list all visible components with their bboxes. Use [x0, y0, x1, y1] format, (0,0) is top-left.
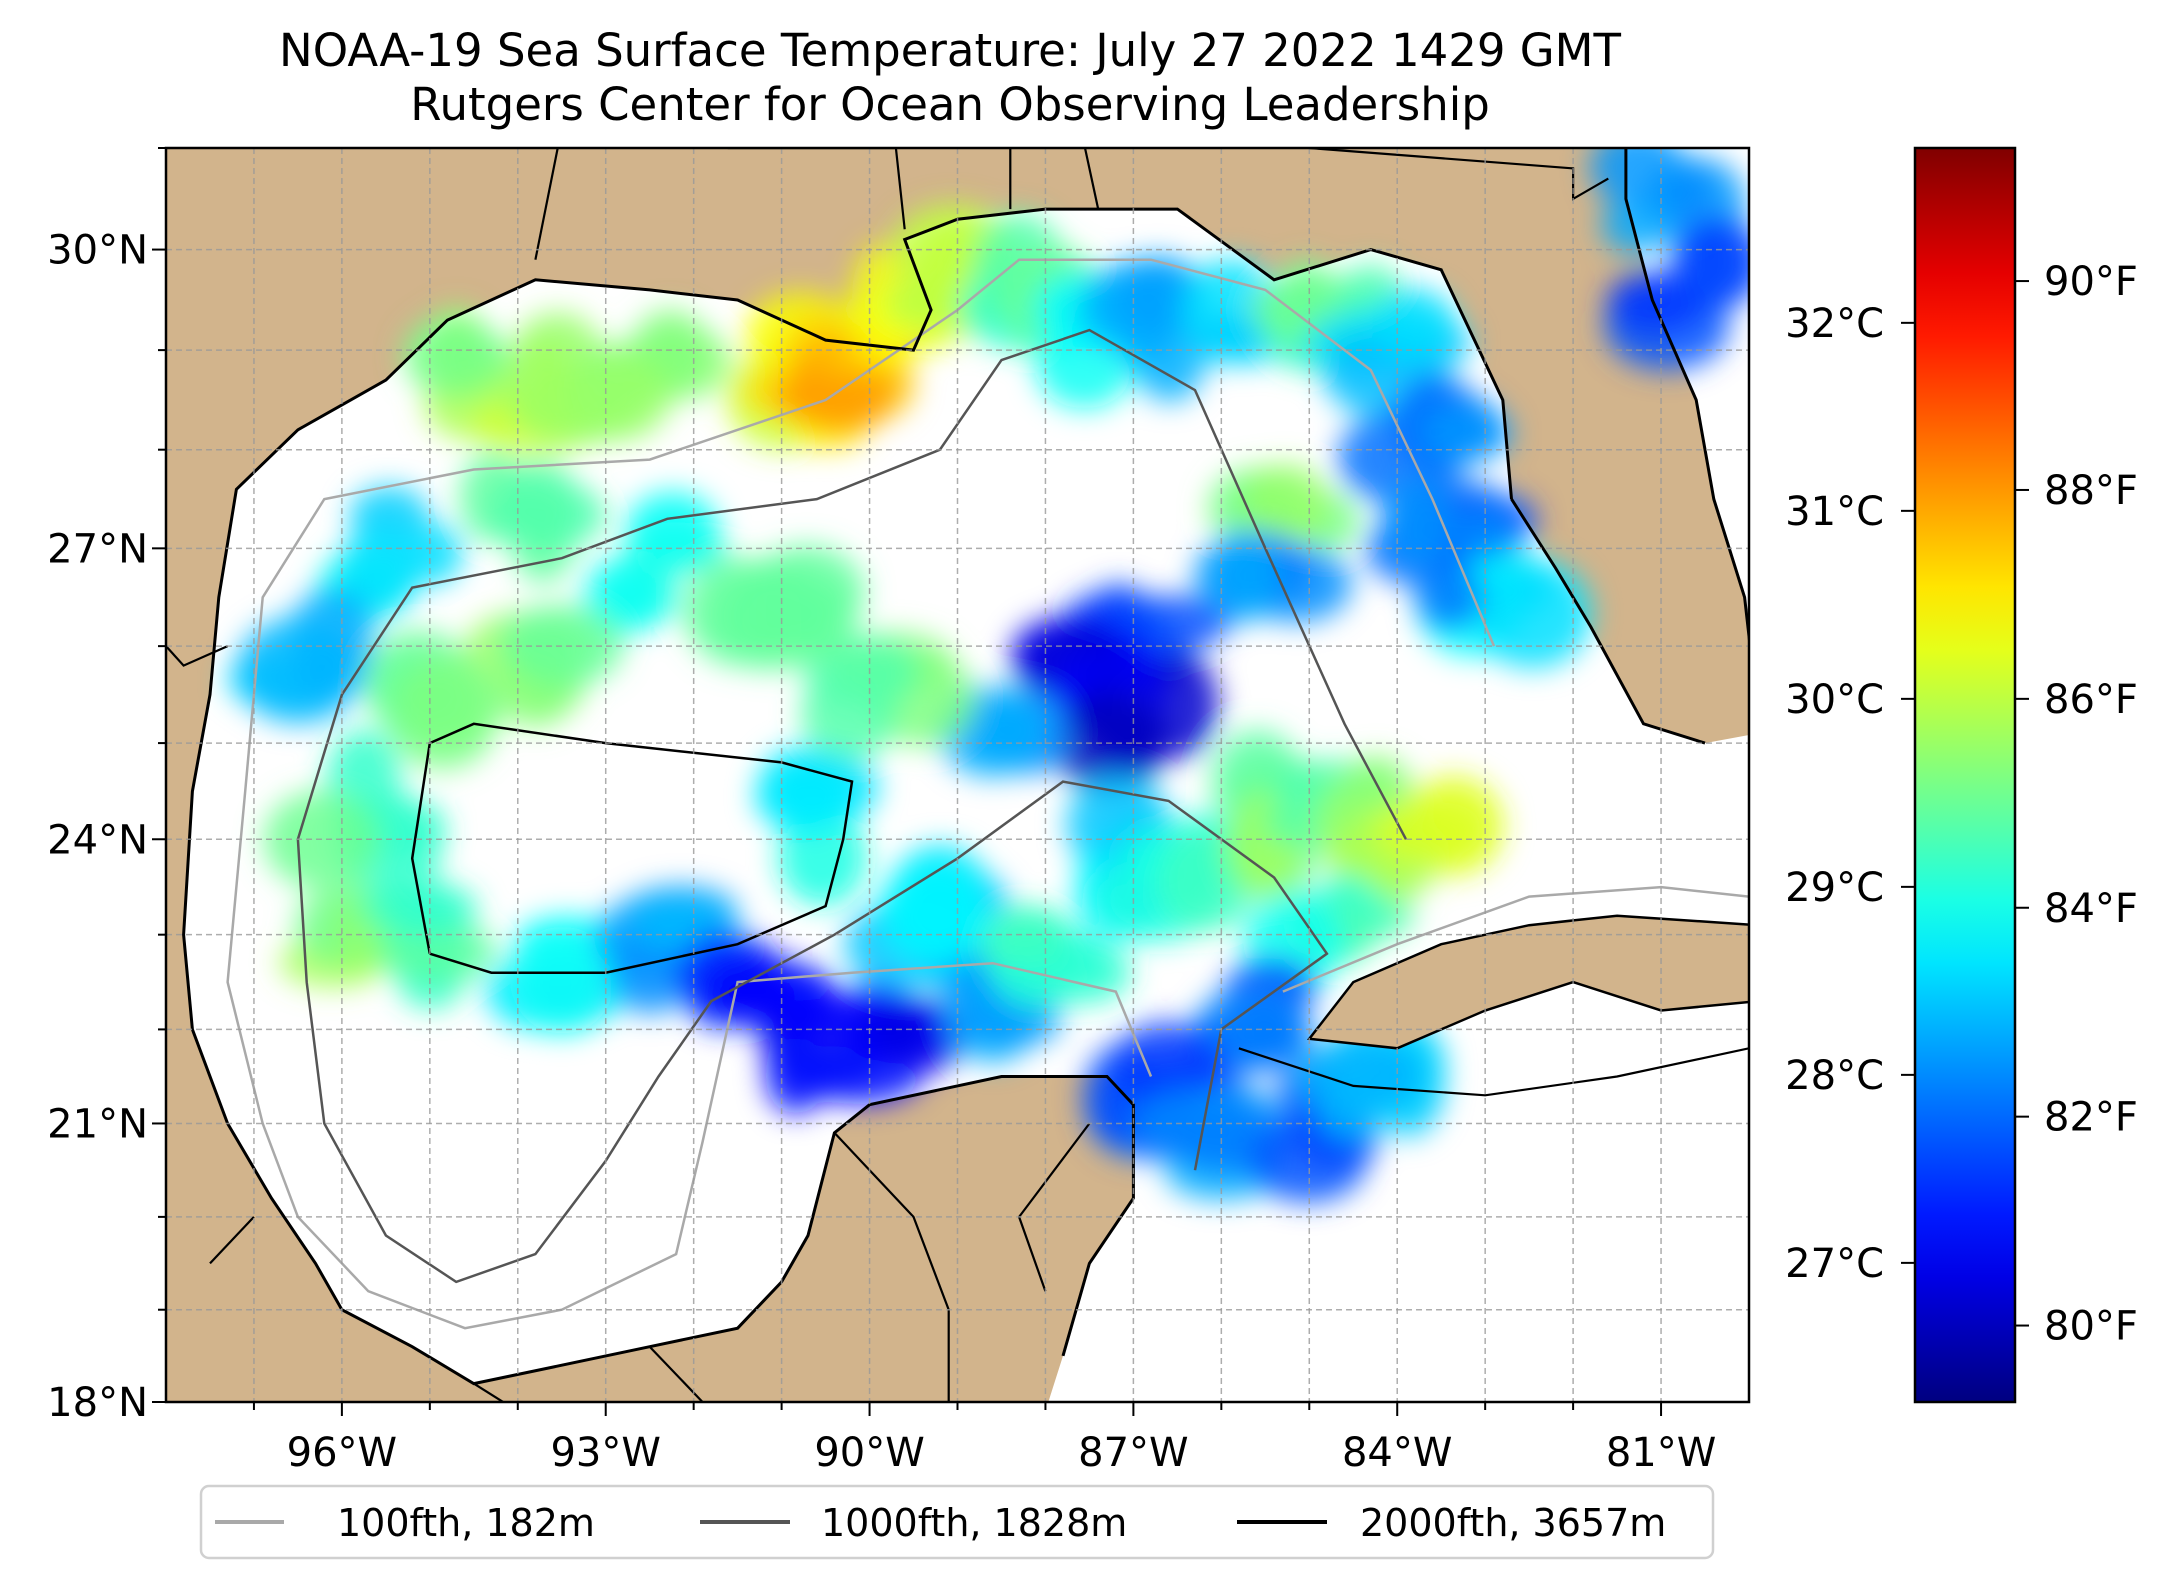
cuba-land — [1306, 914, 1749, 1050]
gridlines — [166, 148, 1749, 1402]
y-tick-label: 18°N — [47, 1380, 148, 1426]
sst-patch — [1374, 798, 1487, 865]
title-line-1: NOAA-19 Sea Surface Temperature: July 27… — [279, 24, 1621, 77]
sst-patch — [499, 459, 579, 544]
sst-patch — [375, 919, 497, 983]
contour-100fth — [1282, 885, 1749, 993]
y-tick-label: 30°N — [47, 228, 148, 274]
border-line — [833, 1132, 950, 1402]
legend-label-2000fth: 2000fth, 3657m — [1360, 1501, 1666, 1545]
sst-patch — [1190, 311, 1278, 364]
y-tick-label: 27°N — [47, 526, 148, 572]
sst-patch — [1590, 148, 1686, 208]
contour-2000fth — [1238, 1047, 1749, 1097]
legend-label-100fth: 100fth, 182m — [337, 1501, 595, 1545]
x-tick-label: 90°W — [814, 1430, 924, 1476]
colorbar-f-label: 84°F — [2044, 886, 2138, 932]
sst-patch — [1206, 528, 1281, 623]
coastline-atlantic — [1624, 148, 1749, 650]
sst-patch — [391, 656, 503, 749]
colorbar-f-label: 88°F — [2044, 468, 2138, 514]
border-line — [209, 1216, 255, 1265]
colorbar-c-label: 29°C — [1785, 865, 1884, 911]
sst-patch — [510, 926, 615, 1035]
y-tick-label: 24°N — [47, 817, 148, 863]
colorbar: 27°C 28°C 29°C 30°C 31°C 32°C 80°F 82°F 84°F 86°F… — [1785, 146, 2138, 1404]
sst-patch — [1381, 477, 1452, 569]
sst-data-layer — [227, 148, 1749, 1204]
sst-patch — [878, 857, 991, 966]
map-area[interactable] — [166, 126, 1765, 1411]
sst-patch — [403, 316, 503, 396]
axis-ticks: 96°W 93°W 90°W 87°W 84°W 81°W 18°N 21°N 24°N 27°N… — [47, 147, 1716, 1476]
colorbar-c-label: 28°C — [1785, 1053, 1884, 1099]
sst-patch — [1420, 406, 1512, 462]
sst-patch — [1671, 215, 1749, 309]
sst-patch — [236, 616, 362, 724]
sst-patch — [764, 1036, 827, 1115]
sst-patch — [863, 998, 926, 1062]
border-line — [648, 1345, 705, 1402]
x-tick-label: 84°W — [1342, 1430, 1452, 1476]
sst-patch — [1194, 985, 1312, 1070]
border-line — [1083, 148, 1100, 210]
sst-patch — [1601, 196, 1671, 254]
colorbar-f-label: 80°F — [2044, 1304, 2138, 1350]
title-line-2: Rutgers Center for Ocean Observing Leade… — [410, 78, 1490, 131]
sst-patch — [1472, 558, 1592, 669]
sst-patch — [1110, 1021, 1225, 1112]
x-tick-label: 93°W — [550, 1430, 660, 1476]
colorbar-c-label: 31°C — [1785, 489, 1884, 535]
sst-patch — [1116, 594, 1231, 650]
contour-100fth — [226, 258, 1496, 1330]
sst-patch — [754, 775, 866, 827]
x-tick-label: 87°W — [1078, 1430, 1188, 1476]
legend-label-1000fth: 1000fth, 1828m — [821, 1501, 1127, 1545]
sst-patch — [748, 545, 865, 641]
sst-patch — [563, 351, 672, 441]
border-line — [473, 1382, 506, 1402]
colorbar-f-label: 90°F — [2044, 259, 2138, 305]
sst-patch — [1372, 288, 1456, 359]
colorbar-f-label: 86°F — [2044, 677, 2138, 723]
y-tick-label: 21°N — [47, 1101, 148, 1147]
legend: 100fth, 182m 1000fth, 1828m 2000fth, 365… — [199, 1484, 1715, 1560]
colorbar-c-label: 27°C — [1785, 1241, 1884, 1287]
border-line — [727, 148, 906, 230]
border-line — [166, 645, 229, 667]
x-tick-label: 81°W — [1606, 1430, 1716, 1476]
colorbar-c-label: 30°C — [1785, 677, 1884, 723]
sst-patch — [505, 338, 576, 435]
x-tick-label: 96°W — [287, 1430, 397, 1476]
colorbar-gradient — [1913, 146, 2017, 1404]
sst-patch — [360, 881, 479, 936]
colorbar-f-label: 82°F — [2044, 1095, 2138, 1141]
sst-patch — [1295, 1035, 1425, 1114]
colorbar-c-label: 32°C — [1785, 301, 1884, 347]
sst-patch — [969, 905, 1066, 968]
border-line — [534, 148, 559, 260]
sst-patch — [1238, 463, 1331, 545]
legend-box — [199, 1484, 1715, 1560]
sst-patch — [340, 524, 421, 613]
sst-patch — [775, 970, 843, 1040]
sst-patch — [703, 961, 795, 1022]
